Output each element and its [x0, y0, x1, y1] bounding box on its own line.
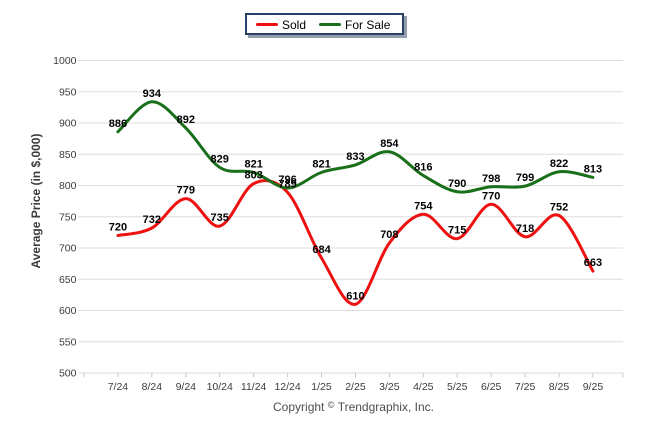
y-tick-label: 950: [59, 86, 77, 98]
copyright-company: Trendgraphix, Inc.: [337, 400, 434, 414]
for-sale-data-label: 822: [550, 158, 568, 170]
sold-data-label: 684: [312, 244, 331, 256]
for-sale-data-label: 821: [244, 158, 262, 170]
sold-data-label: 718: [516, 223, 534, 235]
for-sale-data-label: 886: [109, 118, 127, 130]
legend-item-for-sale: For Sale: [319, 18, 390, 31]
sold-line: [116, 179, 595, 306]
x-tick-label: 3/25: [379, 381, 400, 393]
y-tick-label: 750: [59, 211, 77, 223]
y-tick-label: 800: [59, 180, 77, 192]
sold-data-label: 720: [109, 222, 127, 234]
legend-label-for-sale: For Sale: [345, 17, 391, 32]
for-sale-data-label: 829: [211, 153, 229, 165]
x-tick-label: 5/25: [447, 381, 468, 393]
copyright-word: Copyright: [273, 400, 325, 414]
x-tick-label: 6/25: [481, 381, 502, 393]
y-tick-label: 600: [59, 305, 77, 317]
y-tick-label: 550: [59, 336, 77, 348]
sold-data-label: 803: [244, 170, 262, 182]
for-sale-line-swatch: [319, 22, 342, 26]
for-sale-data-label: 813: [584, 163, 602, 175]
sold-data-label: 754: [414, 200, 433, 212]
legend-label-sold: Sold: [282, 17, 307, 32]
for-sale-data-label: 854: [380, 138, 399, 150]
copyright-symbol-icon: ©: [327, 400, 335, 410]
y-tick-label: 700: [59, 243, 77, 255]
for-sale-data-label: 934: [143, 88, 162, 100]
for-sale-data-label: 796: [278, 174, 296, 186]
y-tick-label: 900: [59, 118, 77, 130]
for-sale-data-label: 892: [177, 114, 195, 126]
sold-data-label: 610: [346, 290, 364, 302]
x-tick-label: 7/24: [108, 381, 129, 393]
sold-data-label: 770: [482, 190, 500, 202]
x-tick-label: 12/24: [274, 381, 300, 393]
y-tick-label: 650: [59, 274, 77, 286]
chart-legend: Sold For Sale: [245, 13, 405, 35]
x-tick-label: 8/25: [549, 381, 570, 393]
sold-data-label: 779: [177, 185, 195, 197]
sold-data-label: 663: [584, 257, 602, 269]
y-tick-label: 850: [59, 149, 77, 161]
x-tick-label: 9/24: [176, 381, 197, 393]
for-sale-data-label: 821: [312, 158, 330, 170]
y-axis-title: Average Price (in $,000): [29, 133, 43, 269]
sold-data-label: 752: [550, 202, 568, 214]
sold-data-label: 735: [211, 212, 229, 224]
sold-data-label: 708: [380, 229, 398, 241]
x-tick-label: 4/25: [413, 381, 434, 393]
x-tick-label: 1/25: [311, 381, 332, 393]
copyright-text: Copyright © Trendgraphix, Inc.: [84, 400, 623, 414]
y-tick-label: 500: [59, 368, 77, 380]
sold-data-label: 732: [143, 214, 161, 226]
for-sale-data-label: 798: [482, 173, 500, 185]
x-tick-label: 2/25: [345, 381, 366, 393]
sold-line-swatch: [256, 22, 278, 26]
x-tick-label: 10/24: [207, 381, 233, 393]
for-sale-data-label: 833: [346, 151, 364, 163]
for-sale-line: [116, 100, 595, 194]
legend-item-sold: Sold: [256, 18, 306, 31]
sold-data-label: 789: [278, 178, 296, 190]
x-tick-label: 11/24: [241, 381, 267, 393]
for-sale-data-label: 790: [448, 178, 466, 190]
for-sale-data-label: 799: [516, 172, 534, 184]
for-sale-data-label: 816: [414, 162, 432, 174]
x-tick-label: 8/24: [142, 381, 163, 393]
y-tick-label: 1000: [53, 55, 77, 67]
sold-data-label: 715: [448, 225, 466, 237]
x-tick-label: 9/25: [583, 381, 604, 393]
x-tick-label: 7/25: [515, 381, 536, 393]
